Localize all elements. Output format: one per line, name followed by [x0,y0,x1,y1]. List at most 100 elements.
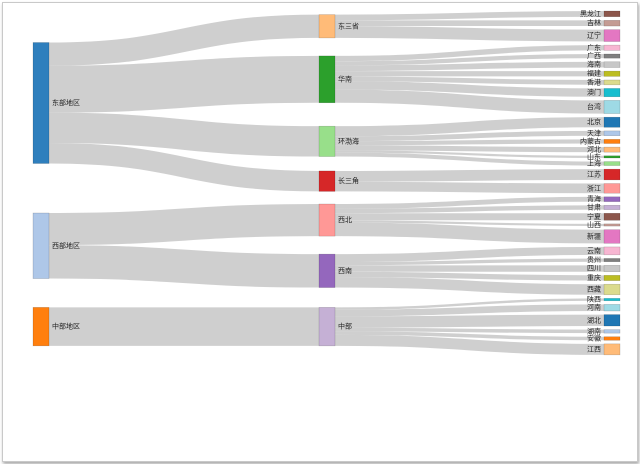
node-label-level2: 宁夏 [587,212,601,221]
node-level2[interactable] [603,88,621,98]
node-label-level2: 贵州 [587,255,601,264]
node-label-level2: 吉林 [587,18,601,27]
node-level2[interactable] [603,223,621,227]
node-level0[interactable] [32,307,50,347]
node-label-level2: 内蒙古 [580,136,601,145]
node-label-level1: 中部 [338,322,352,331]
link-l1-l2 [334,277,605,295]
link-l1-l2 [334,298,605,310]
node-level0[interactable] [32,42,50,164]
link-l1-l2 [334,222,605,244]
node-label-level1: 长三角 [338,176,359,185]
node-level2[interactable] [603,116,621,128]
node-label-level0: 西部地区 [52,241,80,250]
node-level2[interactable] [603,161,621,166]
node-label-level1: 西北 [338,216,352,224]
link-l1-l2 [334,130,605,142]
node-level1[interactable] [318,253,336,288]
node-level2[interactable] [603,155,621,159]
node-label-level2: 湖南 [587,326,601,335]
node-label-level2: 香港 [587,77,601,86]
node-level2[interactable] [603,53,621,59]
node-level2[interactable] [603,183,621,194]
node-label-level2: 江苏 [587,170,601,179]
node-label-level2: 黑龙江 [580,9,601,18]
node-label-level2: 江西 [587,345,601,353]
node-level1[interactable] [318,203,336,237]
node-level2[interactable] [603,229,621,244]
node-label-level2: 西藏 [587,284,601,293]
node-label-level2: 河南 [587,303,601,312]
node-level2[interactable] [603,130,621,136]
node-level2[interactable] [603,283,621,296]
node-label-level2: 安徽 [587,334,601,343]
link-l1-l2 [334,11,605,21]
link-l1-l2 [334,150,605,158]
node-label-level2: 山西 [587,220,601,229]
link-l1-l2 [334,81,605,97]
node-label-level2: 福建 [587,69,601,78]
node-level2[interactable] [603,139,621,144]
node-level2[interactable] [603,20,621,27]
node-label-level2: 河北 [587,146,601,154]
node-level2[interactable] [603,61,621,68]
node-label-level2: 云南 [587,246,601,255]
node-level2[interactable] [603,265,621,272]
link-l1-l2 [334,61,605,72]
node-label-level2: 青海 [587,194,601,203]
node-label-level2: 北京 [587,117,601,126]
node-label-level1: 西南 [338,266,352,275]
link-l1-l2 [334,331,605,341]
node-level2[interactable] [603,70,621,77]
sankey-nodes [32,10,621,356]
link-l1-l2 [334,145,605,153]
node-level2[interactable] [603,275,621,281]
link-l1-l2 [334,89,605,114]
node-label-level2: 陕西 [587,295,601,304]
node-level1[interactable] [318,55,336,104]
node-level2[interactable] [603,258,621,262]
sankey-links [48,11,605,355]
node-label-level2: 天津 [587,129,601,137]
node-level1[interactable] [318,14,336,39]
link-l1-l2 [334,117,605,137]
link-l1-l2 [334,246,605,263]
link-l1-l2 [334,152,605,166]
node-level2[interactable] [603,343,621,356]
node-level1[interactable] [318,125,336,157]
node-level2[interactable] [603,146,621,153]
link-l1-l2 [334,327,605,334]
node-level2[interactable] [603,196,621,202]
link-l0-l1 [48,204,320,246]
node-level0[interactable] [32,212,50,279]
node-level2[interactable] [603,44,621,51]
node-level2[interactable] [603,29,621,42]
link-l1-l2 [334,169,605,182]
node-level2[interactable] [603,298,621,302]
node-level2[interactable] [603,246,621,256]
node-label-level2: 海南 [587,60,601,69]
node-level2[interactable] [603,100,621,114]
link-l1-l2 [334,139,605,146]
node-label-level2: 湖北 [587,315,601,324]
node-label-level2: 台湾 [587,102,601,111]
node-label-level2: 山东 [587,152,601,161]
link-l1-l2 [334,271,605,281]
node-label-level2: 广东 [587,43,601,52]
node-level2[interactable] [603,79,621,86]
node-level2[interactable] [603,10,621,17]
node-level2[interactable] [603,304,621,312]
node-level2[interactable] [603,168,621,181]
node-label-level1: 华南 [338,74,352,83]
node-label-level2: 澳门 [587,88,601,97]
link-l1-l2 [334,205,605,214]
node-level2[interactable] [603,212,621,221]
node-level2[interactable] [603,329,621,334]
node-level1[interactable] [318,170,336,192]
node-level2[interactable] [603,204,621,210]
node-level2[interactable] [603,336,621,341]
node-level2[interactable] [603,314,621,327]
node-level1[interactable] [318,307,336,347]
